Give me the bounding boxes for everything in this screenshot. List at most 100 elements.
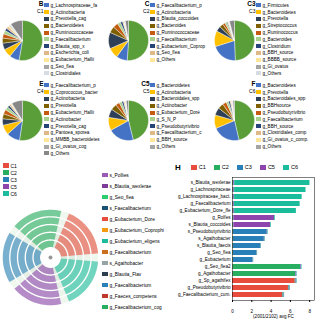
- html-text:g_Escherichia_coli: g_Escherichia_coli: [50, 50, 89, 56]
- html-text:g_Pseudobutyrivibrio: g_Pseudobutyrivibrio: [156, 123, 200, 129]
- html-text:g_Faecalibacterium: g_Faecalibacterium: [50, 36, 91, 42]
- svg-text:g_Sp_agathifex: g_Sp_agathifex: [199, 278, 232, 283]
- html-text:g_Seo_flea: g_Seo_flea: [156, 50, 180, 56]
- html-text:g_Bacteroidales_spp: g_Bacteroidales_spp: [156, 96, 200, 102]
- html-text:g_Faecalibacterium_c: g_Faecalibacterium_c: [156, 130, 202, 136]
- html-text:g_Prevotella_cag: g_Prevotella_cag: [50, 123, 86, 129]
- html-text:g_Ruminococcus: g_Ruminococcus: [262, 30, 298, 36]
- svg-text:C5: C5: [143, 88, 150, 94]
- svg-text:g_Lachnospiraceae_bact.: g_Lachnospiraceae_bact.: [178, 194, 231, 199]
- svg-text:C3: C3: [247, 0, 256, 7]
- svg-text:g_Pseudobutyrivibrio: g_Pseudobutyrivibrio: [188, 285, 231, 290]
- html-text:g_Bacteroidetes: g_Bacteroidetes: [156, 82, 190, 88]
- svg-text:s_Blautia_wexlerae: s_Blautia_wexlerae: [191, 180, 231, 185]
- html-text:g_Faecalibacterium: g_Faecalibacterium: [262, 116, 303, 122]
- svg-text:s_Pseudobutyrivibrio: s_Pseudobutyrivibrio: [188, 229, 231, 234]
- html-text:g_Gi_ovatus: g_Gi_ovatus: [262, 64, 289, 70]
- svg-text:8: 8: [308, 309, 311, 314]
- html-text:g_Others: g_Others: [50, 150, 70, 156]
- svg-text:g_Rolfes: g_Rolfes: [212, 215, 231, 220]
- html-text:g_Blautia_coccoides: g_Blautia_coccoides: [156, 16, 199, 22]
- svg-text:F: F: [252, 80, 256, 87]
- svg-text:B: B: [38, 0, 44, 8]
- html-text:g_Prevotella_cag: g_Prevotella_cag: [50, 16, 86, 22]
- html-text:g_Bacteroidetes: g_Bacteroidetes: [50, 23, 84, 29]
- html-text:g_Actinobacter: g_Actinobacter: [50, 116, 82, 122]
- html-text:g_Pantoea_sporea: g_Pantoea_sporea: [50, 130, 90, 136]
- svg-text:g_Seo_flea: g_Seo_flea: [207, 250, 231, 255]
- html-text:g_Actinobacteria: g_Actinobacteria: [50, 96, 85, 102]
- html-text:g_Eubacterium_Hallii: g_Eubacterium_Hallii: [50, 110, 94, 116]
- html-text:g_Pseudobutyrivibrio: g_Pseudobutyrivibrio: [262, 110, 306, 116]
- html-text:g_Prevotella: g_Prevotella: [262, 16, 288, 22]
- html-text:g_Gi_ovatus_c_comp.: g_Gi_ovatus_c_comp.: [262, 137, 309, 143]
- html-text:g_Clostridiales: g_Clostridiales: [50, 70, 81, 76]
- html-text:C6: C6: [10, 190, 17, 197]
- svg-text:g_Agathobacter: g_Agathobacter: [198, 271, 231, 276]
- html-text:g_Prevotella: g_Prevotella: [50, 103, 76, 109]
- html-text:C1: C1: [10, 162, 17, 169]
- html-text:g_Seo_flea: g_Seo_flea: [50, 64, 74, 70]
- svg-text:g_Seo_flea2: g_Seo_flea2: [205, 264, 231, 269]
- html-text:g_Coprococcus_bacter: g_Coprococcus_bacter: [50, 89, 98, 95]
- html-text:g_Ruminococcaceae: g_Ruminococcaceae: [50, 30, 94, 36]
- html-text:g_Others: g_Others: [262, 70, 282, 76]
- svg-text:g_Faecalibacterium_cum.: g_Faecalibacterium_cum.: [178, 292, 231, 297]
- svg-text:g_Eubacterium: g_Eubacterium: [200, 257, 231, 262]
- html-text:s_Pollies: s_Pollies: [109, 172, 129, 178]
- svg-text:s_Blautia_faecis: s_Blautia_faecis: [197, 243, 231, 248]
- html-text:g_Others: g_Others: [156, 144, 176, 150]
- html-text:g_Bacteroides: g_Bacteroides: [262, 36, 292, 42]
- svg-text:g_Faecalibacterium: g_Faecalibacterium: [190, 201, 230, 206]
- svg-text:C: C: [144, 0, 150, 8]
- html-text:g_Bacteroides: g_Bacteroides: [156, 23, 186, 29]
- html-text:g_BBH_source: g_BBH_source: [262, 123, 294, 129]
- html-text:g_Firmicutes: g_Firmicutes: [262, 2, 289, 8]
- html-text:g_Others: g_Others: [156, 57, 176, 63]
- html-text:g_Prevotella: g_Prevotella: [262, 89, 288, 95]
- html-text:g_Eubacterium_Coprop: g_Eubacterium_Coprop: [156, 43, 205, 49]
- html-text:g_Bacteroidales_spp: g_Bacteroidales_spp: [262, 96, 306, 102]
- html-text:g_Faecalibacterium_p: g_Faecalibacterium_p: [50, 82, 96, 88]
- html-text:g_Blautia_spp_x: g_Blautia_spp_x: [50, 43, 85, 49]
- html-text:g_Clostridium: g_Clostridium: [262, 43, 291, 49]
- html-text:g_Bacteroidetes: g_Bacteroidetes: [262, 9, 296, 15]
- svg-text:s_Blautia_coccoides: s_Blautia_coccoides: [189, 222, 232, 227]
- html-text:g_BBH_source: g_BBH_source: [262, 50, 294, 56]
- svg-text:C4: C4: [37, 88, 44, 94]
- html-text:s_Blautia_wexlerae: s_Blautia_wexlerae: [109, 183, 152, 189]
- svg-text:0: 0: [231, 309, 234, 314]
- html-text:g_Bacteroidetes: g_Bacteroidetes: [262, 82, 296, 88]
- html-text:g_Gi_ovatus_cog: g_Gi_ovatus_cog: [50, 144, 87, 150]
- html-text:g_Clostridiales_comp: g_Clostridiales_comp: [262, 130, 307, 136]
- html-text:g_Actinobacteria: g_Actinobacteria: [156, 89, 191, 95]
- html-text:g_Actinobacteria: g_Actinobacteria: [156, 9, 191, 15]
- svg-text:C3: C3: [249, 8, 256, 14]
- html-text:g_Actinobacteria: g_Actinobacteria: [50, 9, 85, 15]
- html-text:g_Actinobacter: g_Actinobacter: [156, 103, 188, 109]
- html-text:C2: C2: [10, 169, 17, 176]
- html-text:C5: C5: [10, 183, 17, 190]
- html-text:g_Faecalibacterium: g_Faecalibacterium: [156, 36, 197, 42]
- html-text:g_S_N_P: g_S_N_P: [156, 116, 177, 122]
- html-text:g_Others: g_Others: [262, 144, 282, 150]
- html-text:C3: C3: [10, 176, 17, 183]
- svg-text:g_Eubacterium_Dore_ffe: g_Eubacterium_Dore_ffe: [180, 208, 231, 213]
- svg-text:s_Agathobacter: s_Agathobacter: [198, 236, 231, 241]
- html-text:g_Faecalibacterium_p: g_Faecalibacterium_p: [156, 2, 202, 8]
- html-text:g_Eubacterium_Hallii: g_Eubacterium_Hallii: [50, 57, 94, 63]
- svg-text:(2001/2102) avg FC: (2001/2102) avg FC: [253, 314, 295, 319]
- svg-text:C5: C5: [141, 80, 150, 87]
- svg-text:C6: C6: [249, 88, 256, 94]
- svg-text:C1: C1: [37, 8, 44, 14]
- html-text:g_MMBB_bacteroidetes: g_MMBB_bacteroidetes: [50, 137, 100, 143]
- html-text:g_BBBB_source: g_BBBB_source: [262, 57, 297, 63]
- svg-text:g_Lachnospiraceae: g_Lachnospiraceae: [190, 187, 231, 192]
- html-text:g_BBHsource: g_BBHsource: [262, 103, 291, 109]
- svg-text:C2: C2: [143, 8, 150, 14]
- html-text:g_Lachnospiraceae_fa: g_Lachnospiraceae_fa: [50, 2, 97, 8]
- html-text:g_Streptococcus: g_Streptococcus: [262, 23, 297, 29]
- html-text:g_BBH_source: g_BBH_source: [156, 137, 188, 143]
- html-text:g_Ruminococcaceae: g_Ruminococcaceae: [156, 30, 200, 36]
- html-text:g_Eubacterium_Doré: g_Eubacterium_Doré: [156, 110, 200, 116]
